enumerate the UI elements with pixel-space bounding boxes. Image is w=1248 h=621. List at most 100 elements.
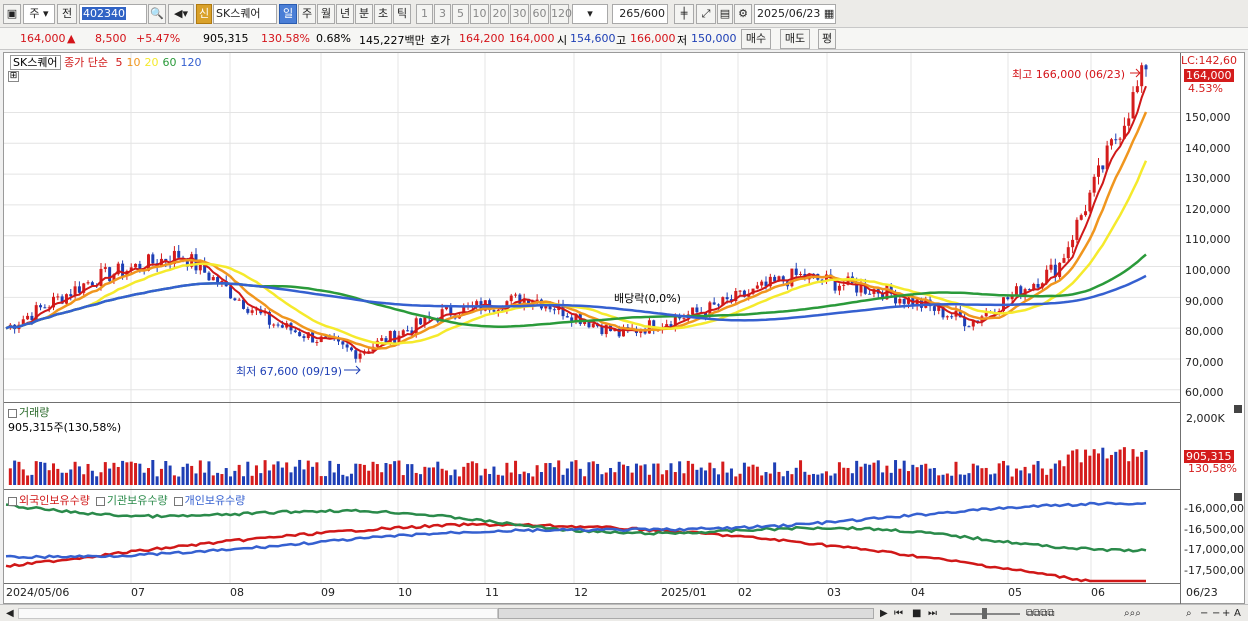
volume-bar	[293, 466, 297, 485]
scrollbar-thumb[interactable]	[498, 608, 874, 619]
chart-area[interactable]: SK스퀘어 종가 단순 5 10 20 60 120 ⊞ LC:142,60 164,0…	[3, 52, 1246, 605]
volume-bar	[43, 462, 47, 485]
period-button[interactable]: 월	[317, 4, 335, 24]
zoom-reset-icon[interactable]: ⧉⧉⧉⧉	[1026, 608, 1055, 619]
date-field[interactable]: 2025/06/23 ▦	[754, 4, 836, 24]
candle-body	[134, 263, 138, 268]
period-button[interactable]: 주	[298, 4, 316, 24]
layout-icon[interactable]: ▣	[3, 4, 21, 24]
candle-body	[1088, 192, 1092, 212]
volume-bar	[1092, 449, 1096, 485]
candle-body	[522, 298, 526, 306]
fit-icon[interactable]: ⌕⌕⌕	[1124, 608, 1141, 619]
save-icon[interactable]: ▤	[717, 4, 733, 24]
volume-bar	[1109, 454, 1113, 485]
volume-bar	[224, 468, 228, 485]
volume-bar	[250, 475, 254, 485]
candle-body	[21, 319, 25, 325]
volume-bar	[86, 463, 90, 485]
high-label: 고	[616, 34, 627, 47]
period-button[interactable]: 분	[355, 4, 373, 24]
avg-price-button[interactable]: 평	[818, 29, 836, 49]
zoom-search-icon[interactable]: ⌕	[1186, 608, 1192, 619]
ma-legend-item: 60	[162, 56, 177, 69]
scroll-right-icon[interactable]: ▶	[880, 608, 888, 619]
rewind-icon[interactable]: ⏮	[894, 608, 903, 619]
turnover-rate: 0.68%	[316, 32, 351, 45]
font-size-icon[interactable]: A	[1234, 608, 1241, 619]
ma-legend-item: 10	[126, 56, 141, 69]
candle-body	[388, 330, 392, 343]
price-change: 8,500	[95, 32, 127, 45]
holding-checkbox[interactable]	[173, 496, 183, 506]
candle-body	[907, 297, 910, 304]
interval-button[interactable]: 60	[530, 4, 549, 24]
holding-checkbox[interactable]	[95, 496, 105, 506]
volume-value: 905,315주(130,58%)	[8, 421, 122, 434]
period-button[interactable]: 초	[374, 4, 392, 24]
holding-line	[5, 522, 1146, 583]
close-panel-icon[interactable]	[1234, 493, 1242, 501]
candle-body	[1036, 283, 1040, 288]
period-button[interactable]: 년	[336, 4, 354, 24]
candle-body	[1097, 165, 1100, 177]
volume-bar	[354, 463, 358, 485]
volume-bar	[807, 474, 811, 485]
holding-checkbox[interactable]	[8, 496, 17, 506]
stop-icon[interactable]: ■	[912, 608, 922, 619]
interval-button[interactable]: 30	[510, 4, 529, 24]
count-field[interactable]: 265/600	[612, 4, 668, 24]
volume-bar	[194, 473, 198, 485]
play-forward-icon[interactable]: ⏭	[928, 608, 937, 619]
interval-button[interactable]: 120	[550, 4, 572, 24]
interval-button[interactable]: 3	[434, 4, 451, 24]
x-axis-label: 02	[738, 586, 752, 599]
candle-body	[777, 276, 781, 282]
sell-button[interactable]: 매도	[780, 29, 810, 49]
interval-button[interactable]: 20	[490, 4, 509, 24]
expand-icon[interactable]: ⊞	[8, 71, 19, 82]
candle-body	[976, 320, 980, 322]
drawing-tools-icon[interactable]: ⤢	[696, 4, 716, 24]
interval-button[interactable]: 1	[416, 4, 433, 24]
scrollbar-track[interactable]	[18, 608, 498, 619]
scroll-left-icon[interactable]: ◀	[6, 608, 14, 619]
interval-button[interactable]: 10	[470, 4, 489, 24]
scrollbar[interactable]: ◀ ▶ ⏮ ■ ⏭ ⧉⧉⧉⧉ ⌕⌕⌕ ⌕ − − + A	[0, 604, 1248, 621]
zoom-out-icon[interactable]: −	[1200, 608, 1209, 619]
stock-code-input[interactable]: 402340	[79, 4, 147, 24]
candle-body	[367, 351, 371, 353]
calendar-icon[interactable]: ▦	[823, 7, 835, 20]
period-select[interactable]: 주 ▾	[23, 4, 55, 24]
gear-icon[interactable]: ⚙	[734, 4, 752, 24]
search-icon[interactable]: 🔍	[148, 4, 166, 24]
volume-bar	[557, 460, 561, 485]
buy-button[interactable]: 매수	[741, 29, 771, 49]
close-panel-icon[interactable]	[1234, 405, 1242, 413]
chart-canvas[interactable]	[4, 53, 1246, 605]
zoom-in-icon[interactable]: +	[1222, 608, 1231, 619]
sound-icon[interactable]: ◀▾	[168, 4, 194, 24]
candle-body	[112, 274, 116, 282]
volume-bar	[937, 475, 941, 485]
volume-badge: 905,315	[1184, 450, 1234, 463]
volume-bar	[643, 464, 647, 485]
interval-button[interactable]: 5	[452, 4, 469, 24]
chart-type-icon[interactable]: ╪	[674, 4, 694, 24]
candle-body	[755, 285, 759, 289]
minus-icon[interactable]: −	[1212, 608, 1221, 619]
period-button[interactable]: 일	[279, 4, 297, 24]
candle-body	[652, 320, 656, 332]
prev-button[interactable]: 전	[57, 4, 77, 24]
candle-body	[570, 317, 574, 322]
candle-body	[406, 330, 410, 332]
custom-interval-select[interactable]: ▾	[572, 4, 608, 24]
x-axis-label: 06	[1091, 586, 1105, 599]
candle-body	[354, 350, 358, 359]
x-axis-label: 08	[230, 586, 244, 599]
stock-tag[interactable]: SK스퀘어	[10, 55, 61, 70]
zoom-slider-handle[interactable]	[982, 608, 987, 619]
volume-bar	[436, 461, 440, 485]
period-button[interactable]: 틱	[393, 4, 411, 24]
volume-checkbox[interactable]	[8, 408, 17, 418]
